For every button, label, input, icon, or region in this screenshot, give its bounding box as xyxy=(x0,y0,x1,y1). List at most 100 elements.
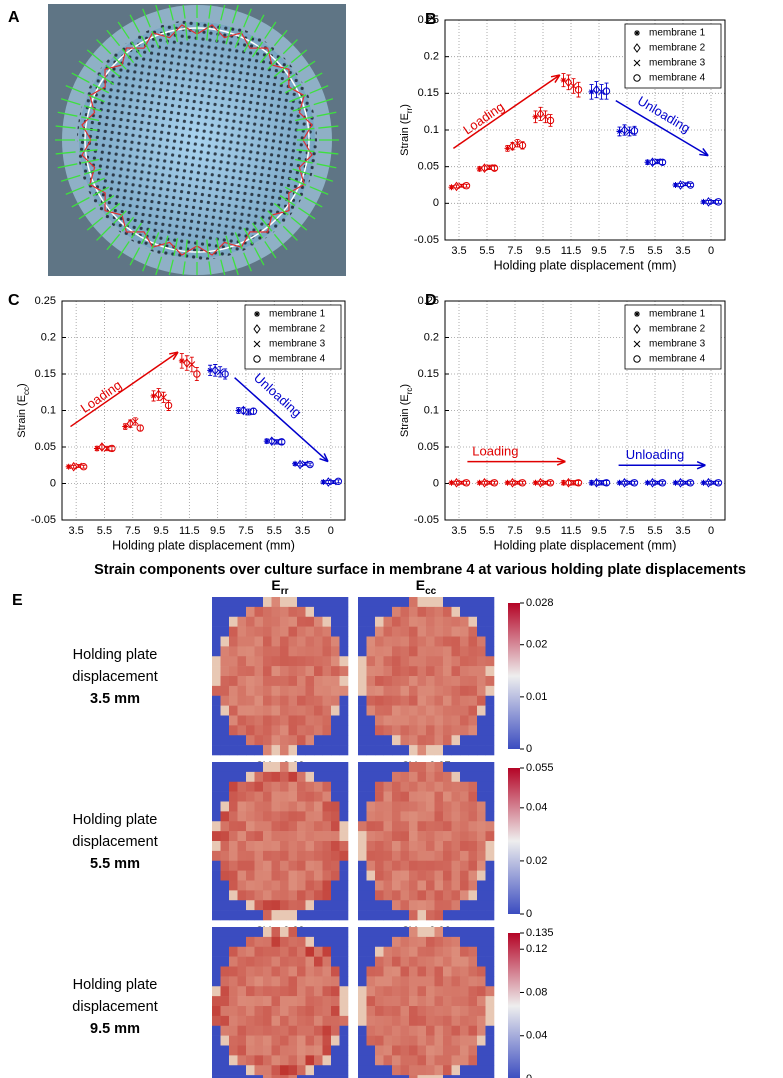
map-cell xyxy=(280,695,289,706)
legend-label: membrane 4 xyxy=(649,73,706,84)
map-cell xyxy=(271,1015,281,1027)
map-cell xyxy=(297,936,306,948)
map-cell xyxy=(314,745,323,756)
map-cell xyxy=(271,1055,281,1066)
map-cell xyxy=(263,762,272,773)
map-cell xyxy=(305,791,315,802)
map-cell xyxy=(246,685,255,697)
displacement-arrow xyxy=(98,73,115,85)
row-label: Holding plate xyxy=(73,977,158,993)
map-cell xyxy=(297,850,306,862)
map-cell xyxy=(460,1055,469,1066)
map-cell xyxy=(237,791,247,802)
map-cell xyxy=(314,860,323,871)
map-cell xyxy=(305,606,315,618)
map-cell xyxy=(254,831,264,842)
map-cell xyxy=(400,646,410,657)
map-cell xyxy=(417,791,427,802)
data-point xyxy=(560,77,567,84)
map-cell xyxy=(477,890,486,901)
row-label: displacement xyxy=(72,999,157,1015)
displacement-arrow xyxy=(129,247,141,266)
map-cell xyxy=(485,996,495,1007)
map-cell xyxy=(460,870,469,881)
map-cell xyxy=(237,966,247,977)
map-cell xyxy=(254,685,264,697)
colorbar xyxy=(508,768,520,914)
map-cell xyxy=(280,811,289,822)
map-cell xyxy=(263,606,272,618)
map-cell xyxy=(443,927,452,938)
map-cell xyxy=(246,606,255,618)
map-cell xyxy=(426,705,435,716)
map-cell xyxy=(263,936,272,948)
map-cell xyxy=(263,841,272,852)
map-cell xyxy=(485,860,495,871)
map-cell xyxy=(392,936,401,948)
map-cell xyxy=(434,666,444,677)
map-cell xyxy=(254,646,264,657)
map-cell xyxy=(297,910,306,921)
map-cell xyxy=(331,656,340,667)
map-cell xyxy=(305,1065,315,1076)
map-cell xyxy=(443,715,452,726)
map-cell xyxy=(229,831,238,842)
map-cell xyxy=(443,656,452,667)
map-cell xyxy=(468,666,478,677)
displacement-arrow xyxy=(71,196,90,208)
map-cell xyxy=(229,597,238,608)
map-cell xyxy=(409,616,418,627)
map-cell xyxy=(434,626,444,637)
map-cell xyxy=(237,1075,247,1078)
map-cell xyxy=(443,606,452,618)
map-cell xyxy=(280,890,289,901)
displacement-arrow xyxy=(318,125,339,129)
colorbar-tick-label: 0.055 xyxy=(526,762,554,774)
data-point xyxy=(480,163,489,173)
map-cell xyxy=(485,910,495,921)
map-cell xyxy=(263,656,272,667)
map-cell xyxy=(392,890,401,901)
map-cell xyxy=(297,781,306,792)
map-cell xyxy=(400,597,410,608)
map-cell xyxy=(468,910,478,921)
panel-label: E xyxy=(12,592,23,609)
error-bar xyxy=(81,464,86,469)
map-cell xyxy=(383,626,393,637)
displacement-arrow xyxy=(106,233,121,251)
map-cell xyxy=(297,685,306,697)
displacement-arrow xyxy=(173,237,179,256)
map-cell xyxy=(339,850,349,862)
map-cell xyxy=(460,976,469,987)
map-cell xyxy=(366,725,376,736)
map-cell xyxy=(271,811,281,822)
x-tick-label: 5.5 xyxy=(479,245,494,257)
map-cell xyxy=(288,996,298,1007)
x-tick-label: 3.5 xyxy=(451,525,466,537)
map-cell xyxy=(246,850,255,862)
map-cell xyxy=(339,685,349,697)
map-cell xyxy=(339,791,349,802)
map-cell xyxy=(229,735,238,746)
map-cell xyxy=(263,666,272,677)
map-cell xyxy=(383,946,393,957)
map-cell xyxy=(331,781,340,792)
map-cell xyxy=(229,986,238,997)
map-cell xyxy=(237,880,247,891)
map-cell xyxy=(426,966,435,977)
membrane-photo xyxy=(48,4,346,276)
map-cell xyxy=(297,1065,306,1076)
map-cell xyxy=(237,986,247,997)
map-cell xyxy=(280,900,289,911)
legend-box xyxy=(244,304,342,370)
map-cell xyxy=(288,685,298,697)
map-cell xyxy=(426,685,435,697)
map-cell xyxy=(271,705,281,716)
map-cell xyxy=(358,666,367,677)
map-cell xyxy=(426,986,435,997)
map-cell xyxy=(280,666,289,677)
error-bar xyxy=(298,462,303,467)
map-cell xyxy=(305,900,315,911)
map-cell xyxy=(254,735,264,746)
map-cell xyxy=(339,801,349,812)
